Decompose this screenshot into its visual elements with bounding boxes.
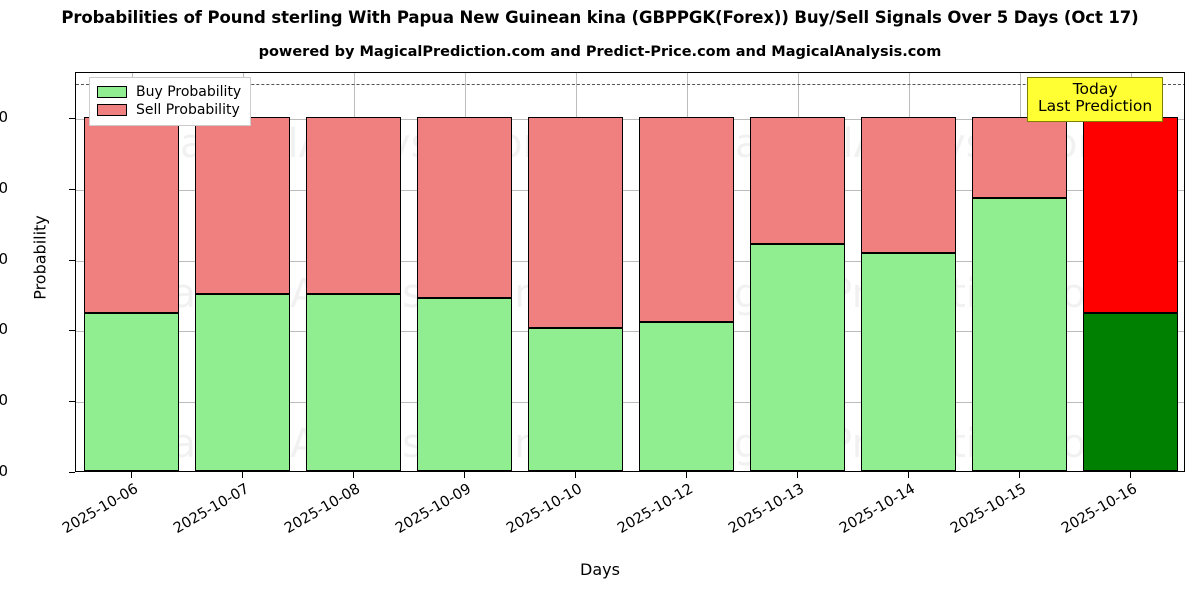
x-axis-tick-mark (907, 472, 909, 478)
x-axis-tick-mark (574, 472, 576, 478)
y-axis-tick-mark (69, 118, 75, 120)
gridline-horizontal (76, 331, 1184, 333)
x-axis-tick-mark (130, 472, 132, 478)
legend-item[interactable]: Buy Probability (97, 83, 241, 101)
bar-segment-sell[interactable] (194, 117, 291, 295)
x-axis-tick-mark (463, 472, 465, 478)
chart-title: Probabilities of Pound sterling With Pap… (61, 8, 1139, 27)
bar-group[interactable] (638, 73, 735, 471)
bar-group[interactable] (83, 73, 180, 471)
y-axis-tick-label: 0 (0, 462, 8, 480)
bar-segment-buy[interactable] (638, 322, 735, 471)
bar-segment-sell[interactable] (527, 117, 624, 328)
y-axis-tick-label: 20 (0, 391, 8, 410)
y-axis-tick-mark (69, 472, 75, 473)
x-axis-tick-mark (241, 472, 243, 478)
x-axis-label: Days (580, 560, 620, 579)
y-axis-tick-label: 60 (0, 249, 8, 268)
y-axis-tick-label: 100 (0, 108, 8, 127)
chart-subtitle: powered by MagicalPrediction.com and Pre… (258, 44, 942, 60)
x-axis-tick-label: 2025-10-10 (503, 481, 585, 537)
y-axis-label: Probability (30, 215, 50, 300)
today-last-prediction-annotation: Today Last Prediction (1027, 77, 1164, 122)
legend-label: Sell Probability (136, 102, 240, 118)
y-axis-tick-label: 80 (0, 178, 8, 197)
y-axis-tick-mark (69, 188, 75, 190)
threshold-dashed-line (76, 83, 1184, 85)
bar-segment-sell[interactable] (749, 117, 846, 245)
bar-group[interactable] (1082, 73, 1179, 471)
bar-segment-buy[interactable] (194, 294, 291, 471)
bar-segment-buy[interactable] (83, 313, 180, 471)
bar-segment-sell[interactable] (305, 117, 402, 295)
bar-segment-buy[interactable] (749, 244, 846, 471)
annotation-line-today: Today (1072, 80, 1118, 98)
bar-segment-buy[interactable] (1082, 313, 1179, 471)
legend-item[interactable]: Sell Probability (97, 101, 241, 119)
x-axis-tick-label: 2025-10-15 (947, 481, 1029, 537)
bar-segment-sell[interactable] (416, 117, 513, 298)
annotation-line-last-prediction: Last Prediction (1038, 97, 1153, 116)
bar-segment-buy[interactable] (971, 198, 1068, 471)
gridline-horizontal (76, 260, 1184, 262)
bar-group[interactable] (860, 73, 957, 471)
x-axis-tick-label: 2025-10-14 (836, 481, 918, 537)
bar-segment-buy[interactable] (416, 297, 513, 471)
bar-segment-sell[interactable] (1082, 117, 1179, 314)
x-axis-tick-label: 2025-10-08 (281, 481, 363, 537)
bar-segment-buy[interactable] (527, 327, 624, 471)
legend-swatch (97, 104, 127, 116)
x-axis-tick-mark (796, 472, 798, 478)
x-axis-tick-label: 2025-10-16 (1058, 481, 1140, 537)
bar-group[interactable] (416, 73, 513, 471)
legend: Buy Probability Sell Probability (89, 77, 252, 126)
y-axis-tick-label: 40 (0, 320, 8, 339)
x-axis-tick-label: 2025-10-06 (59, 481, 141, 537)
bar-segment-sell[interactable] (638, 117, 735, 323)
x-axis-tick-mark (685, 472, 687, 478)
y-axis-tick-mark (69, 330, 75, 332)
bar-segment-sell[interactable] (860, 117, 957, 254)
bar-group[interactable] (305, 73, 402, 471)
bar-group[interactable] (527, 73, 624, 471)
x-axis-tick-label: 2025-10-09 (392, 481, 474, 537)
y-axis-tick-mark (69, 401, 75, 403)
legend-label: Buy Probability (136, 84, 242, 100)
bar-segment-buy[interactable] (860, 253, 957, 471)
x-axis-tick-label: 2025-10-07 (170, 481, 252, 537)
bar-group[interactable] (194, 73, 291, 471)
gridline-horizontal (76, 119, 1184, 121)
y-axis-tick-mark (69, 259, 75, 261)
bar-segment-sell[interactable] (971, 117, 1068, 199)
gridline-horizontal (76, 189, 1184, 191)
gridline-horizontal (76, 402, 1184, 404)
bar-segment-buy[interactable] (305, 294, 402, 471)
legend-swatch (97, 86, 127, 98)
x-axis-tick-label: 2025-10-12 (614, 481, 696, 537)
x-axis-tick-label: 2025-10-13 (725, 481, 807, 537)
plot-area: MagicalAnalysis.comMagicalAnalysis.comMa… (75, 72, 1185, 472)
x-axis-tick-mark (352, 472, 354, 478)
bar-group[interactable] (749, 73, 846, 471)
bar-segment-sell[interactable] (83, 117, 180, 314)
x-axis-tick-mark (1129, 472, 1131, 478)
x-axis-tick-mark (1018, 472, 1020, 478)
bar-group[interactable] (971, 73, 1068, 471)
